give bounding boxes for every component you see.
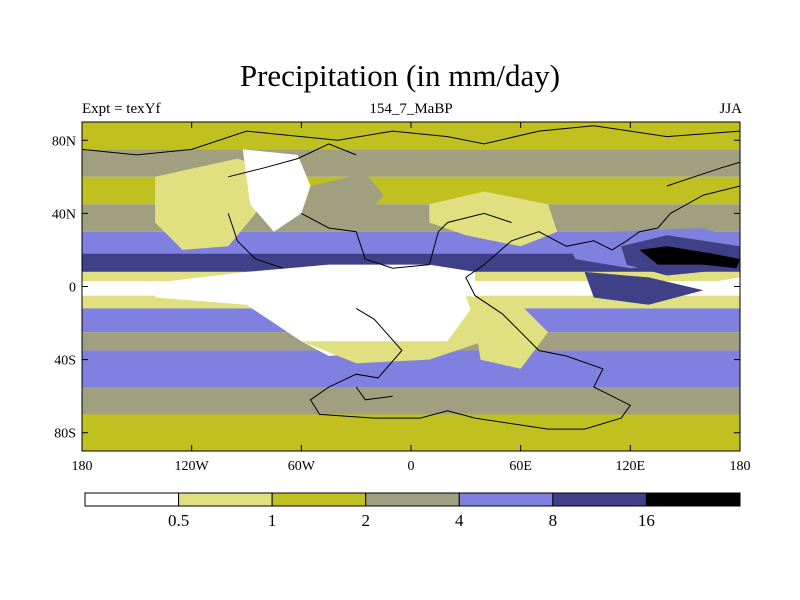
x-tick-label: 180 [730, 459, 751, 474]
y-tick-label: 0 [69, 281, 76, 296]
colorbar-swatch [178, 492, 273, 507]
coastline-0 [309, 185, 740, 430]
region-asia-margin [429, 191, 558, 247]
colorbar-label: 8 [549, 511, 558, 530]
period-label: 154_7_MaBP [369, 101, 453, 117]
region-north-america-margin [155, 158, 265, 250]
coastline-1 [82, 125, 740, 156]
region-south-america-africa-dry [155, 264, 475, 356]
region-south-indian-margin [465, 295, 549, 369]
y-tick-label: 80S [54, 427, 76, 442]
colorbar-label: 2 [361, 511, 370, 530]
y-tick-label: 40N [52, 207, 76, 222]
region-north-atlantic-wet [305, 173, 384, 223]
x-tick-label: 120W [175, 459, 210, 474]
experiment-label: Expt = texYf [82, 101, 161, 117]
precip-band-12 [82, 387, 740, 415]
colorbar-label: 4 [455, 511, 464, 530]
x-tick-label: 60W [288, 459, 316, 474]
season-label: JJA [719, 101, 742, 117]
precip-band-13 [82, 414, 740, 451]
colorbar-swatch [458, 492, 554, 507]
colorbar-label: 1 [268, 511, 277, 530]
colorbar-label: 16 [638, 511, 655, 530]
coastline-3 [301, 212, 512, 269]
x-tick-label: 60E [509, 459, 532, 474]
y-tick-label: 80N [52, 134, 76, 149]
region-indian-ocean-wet [584, 271, 704, 305]
region-north-america-core-dry [242, 149, 311, 232]
region-south-africa-margin [301, 295, 503, 364]
coastline-2 [228, 143, 357, 178]
coastline-5 [355, 386, 393, 401]
region-west-pacific-extreme [639, 246, 740, 269]
chart-title: Precipitation (in mm/day) [239, 58, 561, 93]
colorbar-swatch [552, 492, 647, 507]
coastline-6 [666, 161, 740, 187]
colorbar-swatch [365, 492, 460, 507]
colorbar-swatch [271, 492, 367, 507]
coastline-4 [227, 213, 284, 269]
y-tick-label: 40S [54, 354, 76, 369]
colorbar-swatch [645, 492, 741, 507]
x-tick-label: 120E [616, 459, 646, 474]
colorbar-swatch [84, 492, 180, 507]
x-tick-label: 180 [72, 459, 93, 474]
region-east-pacific-dry [707, 277, 740, 294]
colorbar-label: 0.5 [168, 511, 189, 530]
x-tick-label: 0 [408, 459, 415, 474]
